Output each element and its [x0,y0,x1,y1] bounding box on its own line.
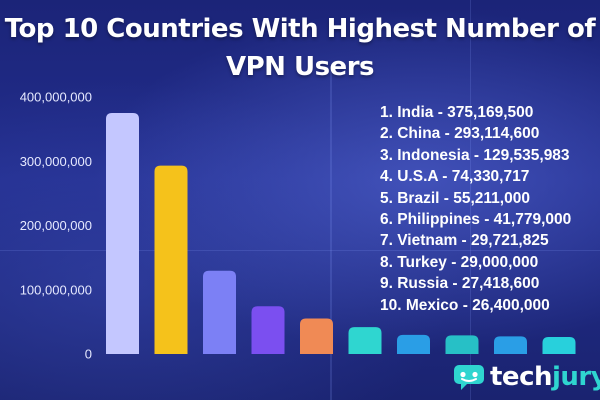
country-list-item: 6. Philippines - 41,779,000 [380,210,572,228]
bar-mexico [542,337,576,354]
y-tick-label: 200,000,000 [20,218,92,233]
bar-russia [494,336,527,354]
country-list-item: 5. Brazil - 55,211,000 [380,189,530,207]
brand-name-part-2: jury [551,362,600,392]
background-decoration [330,70,332,400]
country-value-list: 1. India - 375,169,500 2. China - 293,114… [380,102,571,316]
brand-logo: techjury [452,362,600,392]
brand-name: techjury [490,362,600,392]
country-list-item: 2. China - 293,114,600 [380,125,540,143]
country-list-item: 3. Indonesia - 129,535,983 [380,146,570,164]
bar-india [106,112,139,354]
country-list-item: 8. Turkey - 29,000,000 [380,253,539,271]
y-tick-label: 100,000,000 [20,282,92,297]
background-decoration [0,250,600,251]
bar-u-s-a [251,306,285,354]
bar-philippines [348,327,382,354]
y-tick-label: 300,000,000 [20,154,92,169]
bar-china [154,165,188,354]
y-tick-label: 0 [85,347,92,362]
bar-indonesia [203,270,236,354]
bar-turkey [445,335,479,354]
country-list-item: 7. Vietnam - 29,721,825 [380,232,549,250]
bar-series [106,112,576,354]
brand-name-part-1: tech [490,362,552,392]
bar-brazil [300,318,333,354]
bar-vietnam [397,334,430,354]
country-list-item: 9. Russia - 27,418,600 [380,275,540,293]
techjury-chat-icon [454,365,484,390]
y-axis: 0 100,000,000 200,000,000 300,000,000 400,00… [20,90,92,362]
y-tick-label: 400,000,000 [20,90,92,105]
country-list-item: 1. India - 375,169,500 [380,104,534,121]
chart-title-line-1: Top 10 Countries With Highest Number of [4,14,596,44]
chart-title-line-2: VPN Users [225,52,375,82]
country-list-item: 4. U.S.A - 74,330,717 [380,168,530,186]
background-decoration [470,0,471,400]
country-list-item: 10. Mexico - 26,400,000 [380,296,550,314]
